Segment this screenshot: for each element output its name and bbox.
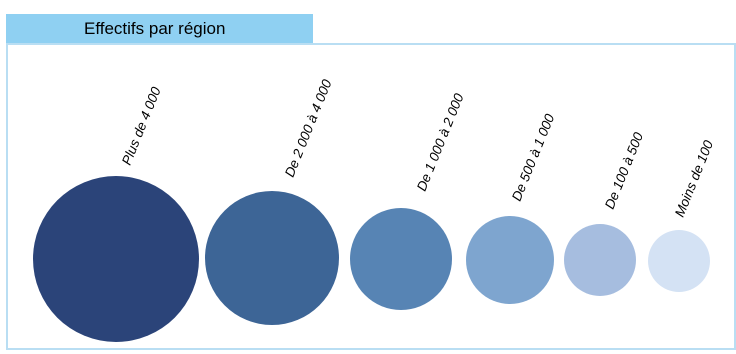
label-moins-de-100: Moins de 100	[672, 138, 716, 219]
bubble-plus-de-4000	[33, 176, 199, 342]
label-plus-de-4000: Plus de 4 000	[119, 84, 164, 167]
bubble-1000-2000	[350, 208, 452, 310]
label-2000-4000: De 2 000 à 4 000	[282, 77, 335, 179]
label-100-500: De 100 à 500	[602, 130, 646, 211]
legend-frame	[6, 43, 736, 350]
legend-title: Effectifs par région	[84, 18, 226, 38]
bubble-moins-de-100	[648, 230, 710, 292]
legend-title-tab: Effectifs par région	[6, 14, 313, 43]
bubble-100-500	[564, 224, 636, 296]
bubble-2000-4000	[205, 191, 339, 325]
bubble-500-1000	[466, 216, 554, 304]
label-1000-2000: De 1 000 à 2 000	[414, 91, 467, 193]
label-500-1000: De 500 à 1 000	[509, 111, 558, 203]
